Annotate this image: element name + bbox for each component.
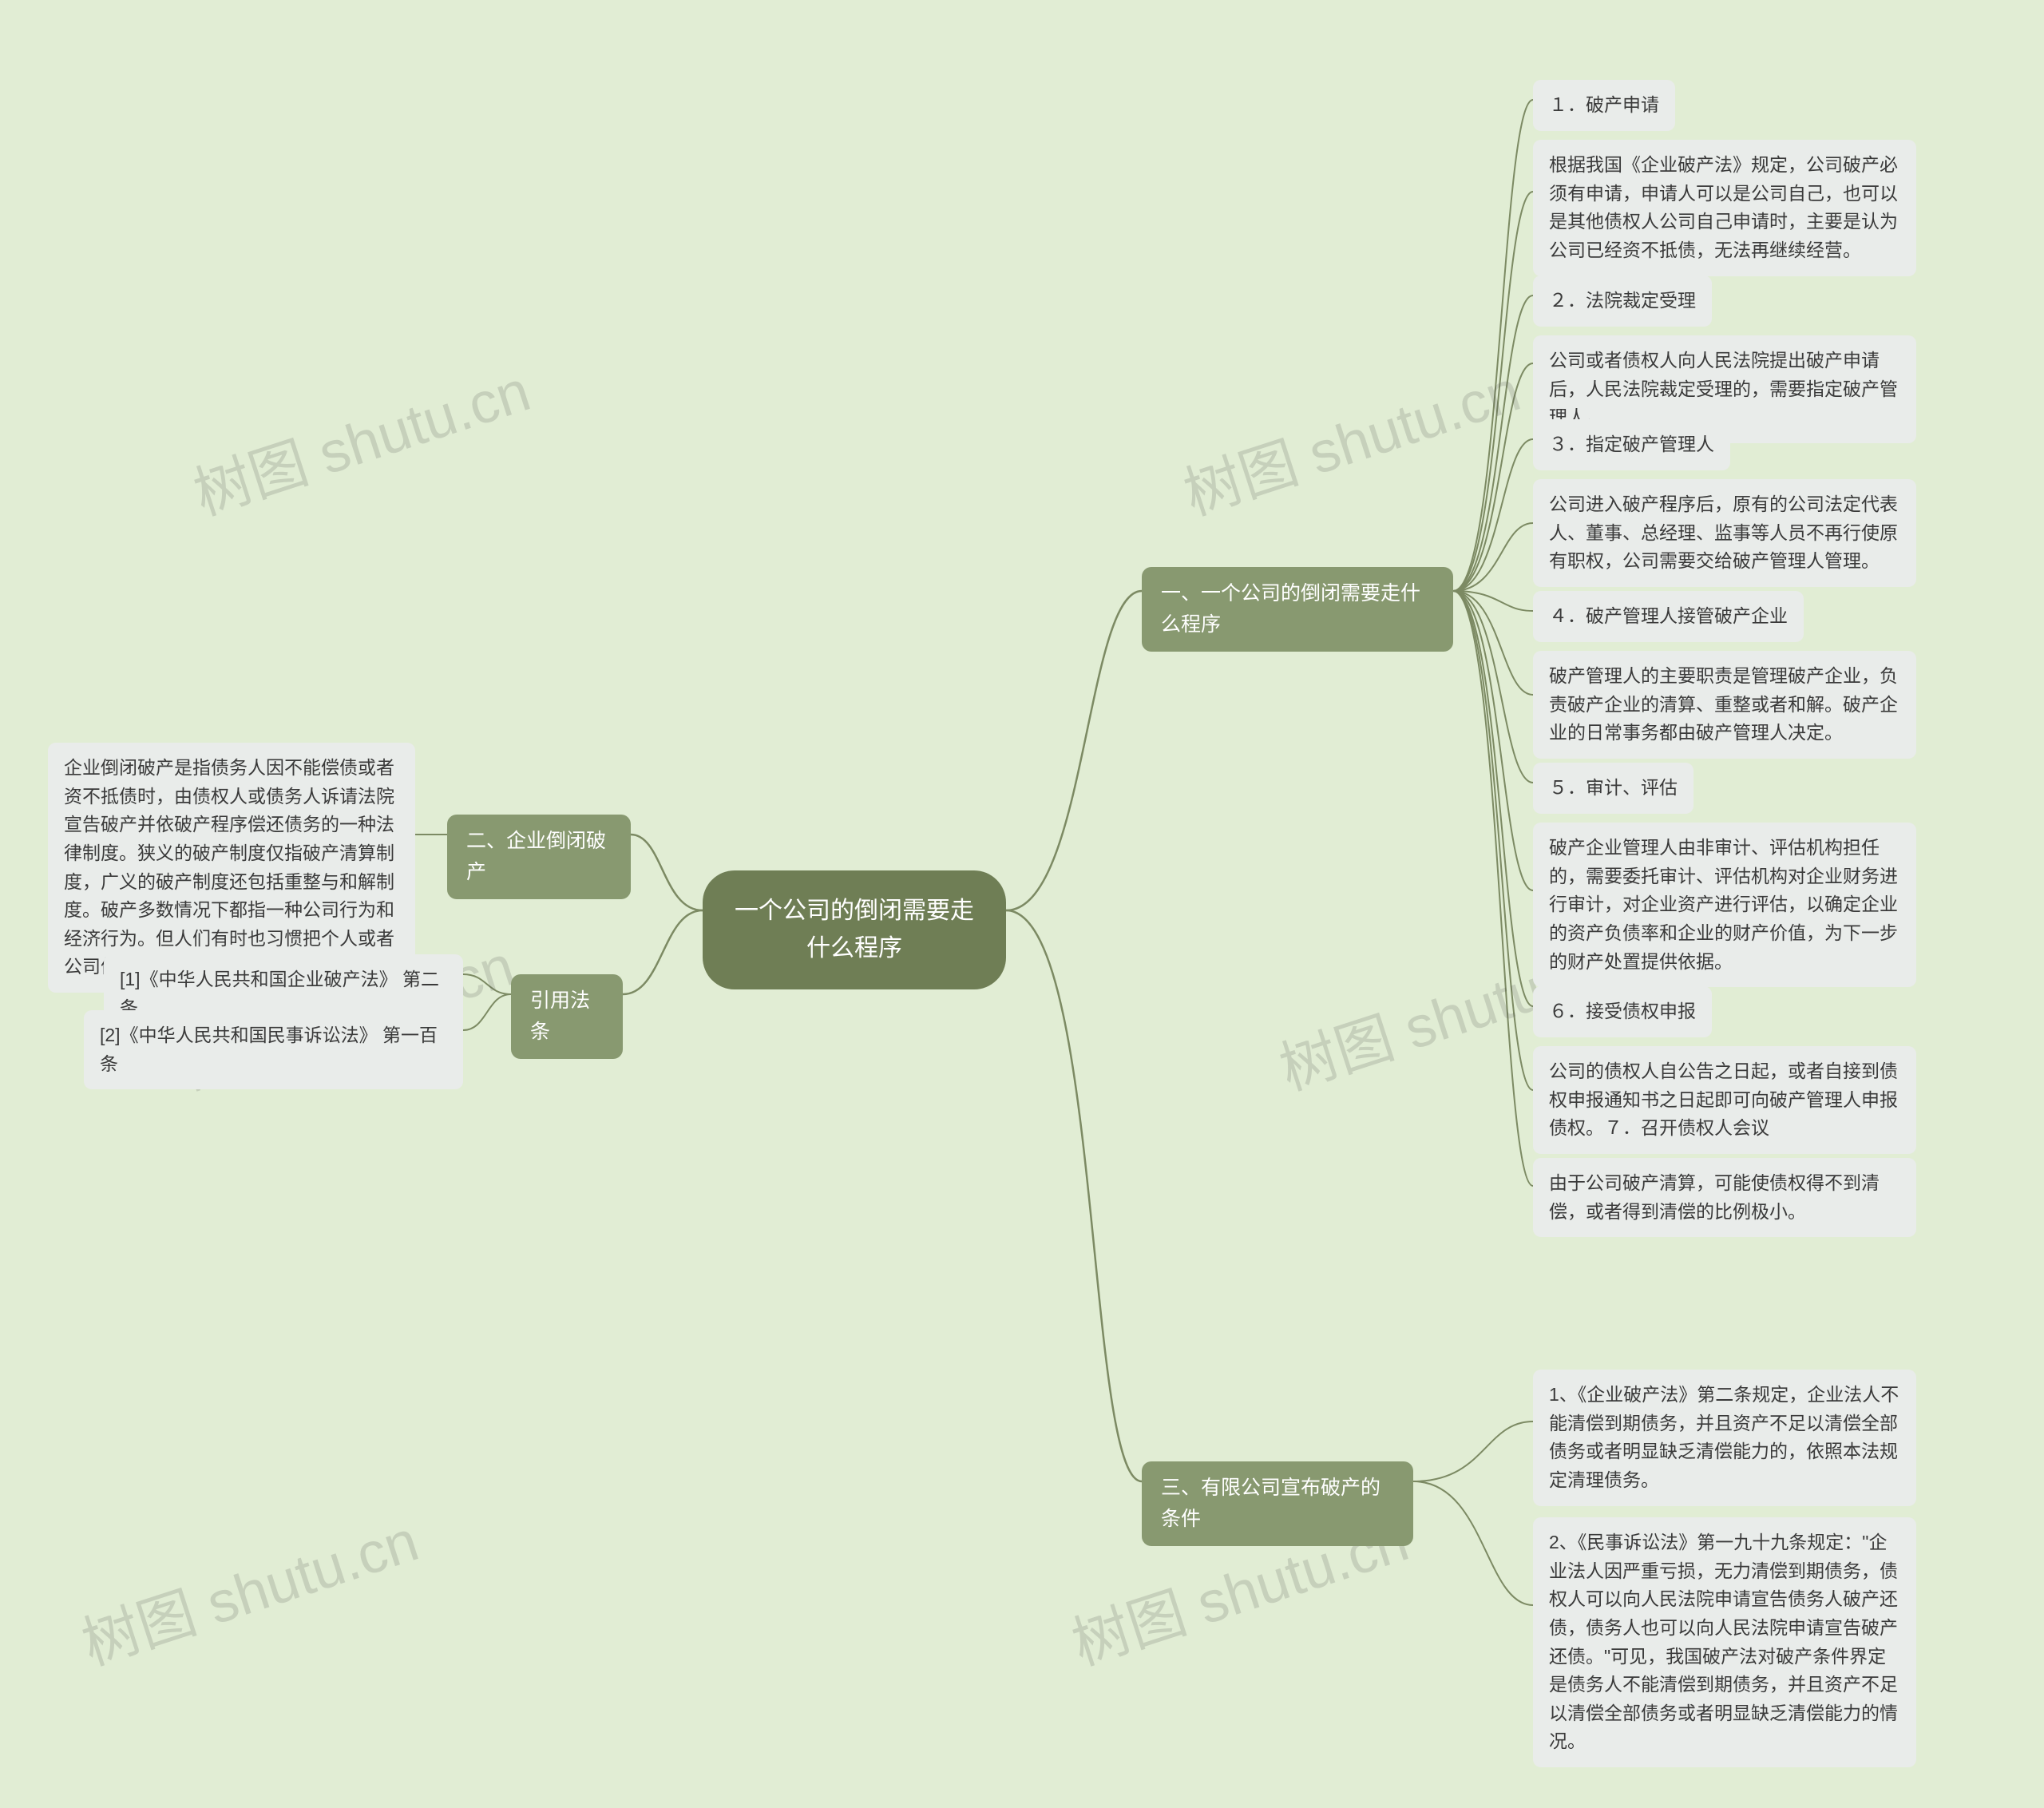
leaf-node[interactable]: ６．接受债权申报: [1533, 986, 1712, 1037]
watermark: 树图 shutu.cn: [70, 1493, 427, 1681]
leaf-node[interactable]: 公司的债权人自公告之日起，或者自接到债权申报通知书之日起即可向破产管理人申报债权…: [1533, 1046, 1916, 1154]
leaf-node[interactable]: 破产管理人的主要职责是管理破产企业，负责破产企业的清算、重整或者和解。破产企业的…: [1533, 651, 1916, 759]
leaf-node[interactable]: ５．审计、评估: [1533, 763, 1693, 814]
branch-node-bankruptcy[interactable]: 二、企业倒闭破产: [447, 815, 631, 899]
root-node[interactable]: 一个公司的倒闭需要走什么程序: [703, 870, 1006, 989]
branch-node-procedure[interactable]: 一、一个公司的倒闭需要走什么程序: [1142, 567, 1453, 652]
leaf-node[interactable]: ３．指定破产管理人: [1533, 419, 1730, 470]
leaf-node[interactable]: ４．破产管理人接管破产企业: [1533, 591, 1804, 642]
leaf-node[interactable]: 2、《民事诉讼法》第一九十九条规定："企业法人因严重亏损，无力清偿到期债务，债权…: [1533, 1517, 1916, 1767]
leaf-node[interactable]: 由于公司破产清算，可能使债权得不到清偿，或者得到清偿的比例极小。: [1533, 1158, 1916, 1237]
leaf-node[interactable]: ２．法院裁定受理: [1533, 276, 1712, 327]
mindmap-canvas: 树图 shutu.cn 树图 shutu.cn 树图 shutu.cn 树图 s…: [0, 0, 2044, 1808]
branch-node-law-refs[interactable]: 引用法条: [511, 974, 623, 1059]
leaf-node[interactable]: １．破产申请: [1533, 80, 1675, 131]
leaf-node[interactable]: [2]《中华人民共和国民事诉讼法》 第一百条: [84, 1010, 463, 1089]
branch-node-conditions[interactable]: 三、有限公司宣布破产的条件: [1142, 1461, 1413, 1546]
leaf-node[interactable]: 公司进入破产程序后，原有的公司法定代表人、董事、总经理、监事等人员不再行使原有职…: [1533, 479, 1916, 587]
leaf-node[interactable]: 破产企业管理人由非审计、评估机构担任的，需要委托审计、评估机构对企业财务进行审计…: [1533, 823, 1916, 987]
watermark: 树图 shutu.cn: [1172, 343, 1529, 531]
leaf-node[interactable]: 1、《企业破产法》第二条规定，企业法人不能清偿到期债务，并且资产不足以清偿全部债…: [1533, 1370, 1916, 1506]
watermark: 树图 shutu.cn: [182, 343, 539, 531]
leaf-node[interactable]: 根据我国《企业破产法》规定，公司破产必须有申请，申请人可以是公司自己，也可以是其…: [1533, 140, 1916, 276]
